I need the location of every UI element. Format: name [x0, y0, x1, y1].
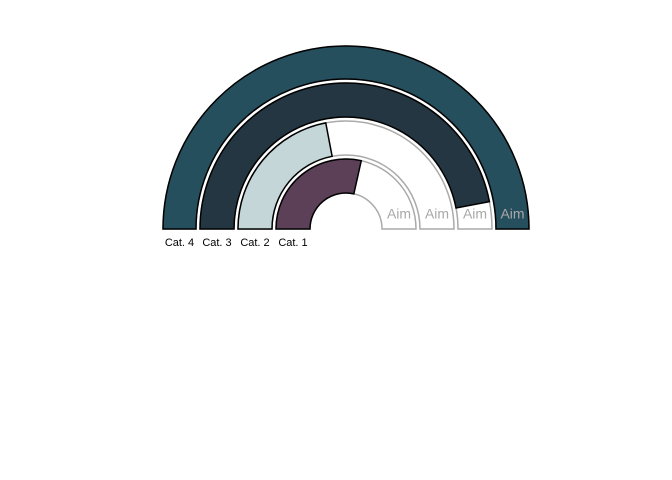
gauge-bar	[199, 82, 491, 230]
target-label: Aim	[425, 206, 449, 222]
gauge-bar	[162, 45, 530, 230]
gauge-bar	[275, 158, 363, 230]
target-label: Aim	[387, 206, 411, 222]
target-label: Aim	[463, 206, 487, 222]
category-label: Cat. 1	[278, 237, 308, 249]
gauge-bar	[237, 122, 334, 230]
category-label: Cat. 3	[202, 237, 232, 249]
category-label: Cat. 2	[240, 237, 270, 249]
category-label: Cat. 4	[164, 237, 195, 249]
target-label: Aim	[500, 206, 524, 222]
